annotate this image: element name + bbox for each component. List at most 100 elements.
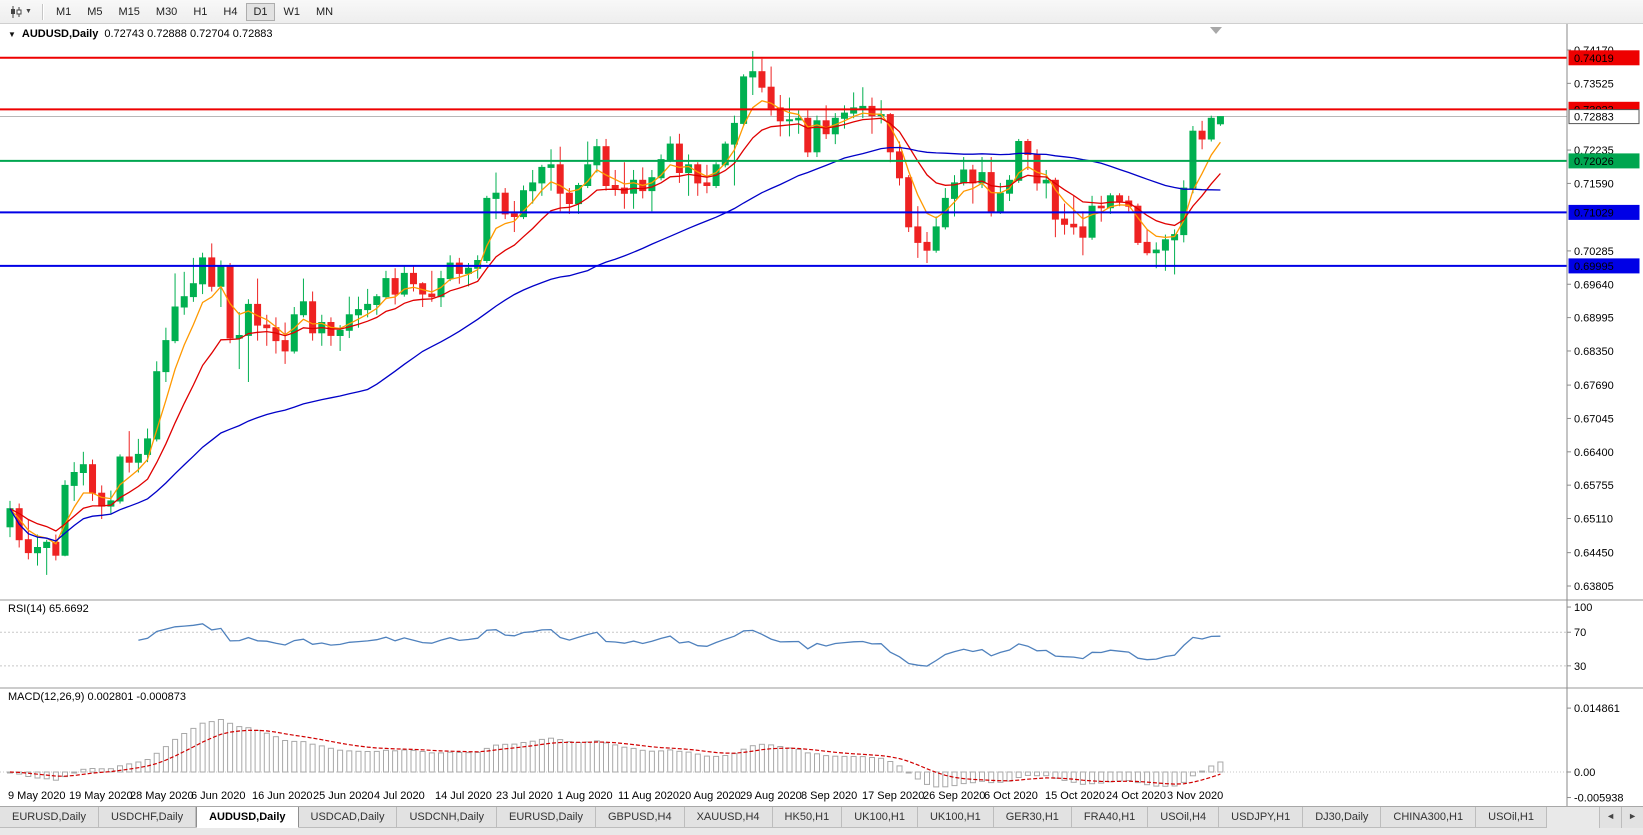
- timeframe-m1-button[interactable]: M1: [49, 3, 78, 21]
- macd-bar: [777, 746, 784, 773]
- bear-candle-body: [1024, 141, 1032, 155]
- tab-usdchf-daily[interactable]: USDCHF,Daily: [98, 807, 197, 828]
- macd-bar: [969, 771, 976, 784]
- time-axis-label: 11 Aug 2020: [618, 790, 679, 802]
- time-axis-label: 6 Oct 2020: [984, 790, 1038, 802]
- bull-candle-body: [34, 547, 42, 554]
- timeframe-w1-button[interactable]: W1: [277, 3, 308, 21]
- timeframe-d1-button[interactable]: D1: [246, 2, 275, 21]
- time-axis-label: 16 Jun 2020: [252, 790, 313, 802]
- collapse-triangle-icon[interactable]: ▼: [8, 29, 16, 39]
- tab-usoil-h4[interactable]: USOil,H4: [1148, 807, 1220, 828]
- tab-usdjpy-h1[interactable]: USDJPY,H1: [1219, 807, 1304, 828]
- tab-scroll-right-button[interactable]: ►: [1621, 807, 1643, 828]
- macd-bar: [318, 745, 325, 773]
- bull-candle-body: [70, 472, 78, 486]
- macd-bar: [960, 771, 967, 785]
- macd-bar: [465, 752, 472, 773]
- tab-usoil-h1[interactable]: USOil,H1: [1476, 807, 1547, 828]
- macd-bar: [584, 741, 591, 773]
- macd-bar: [997, 771, 1004, 783]
- tab-gbpusd-h4[interactable]: GBPUSD,H4: [596, 807, 685, 828]
- macd-bar: [786, 747, 793, 773]
- macd-bar: [1034, 771, 1040, 777]
- chart-region[interactable]: 0.741700.735250.722350.715900.702850.696…: [0, 24, 1643, 806]
- macd-bar: [346, 750, 353, 773]
- bull-candle-body: [171, 306, 179, 342]
- bull-candle-body: [189, 283, 197, 298]
- macd-bar: [768, 744, 775, 773]
- macd-bar: [658, 750, 665, 773]
- timeframe-m5-button[interactable]: M5: [80, 3, 109, 21]
- macd-bar: [447, 751, 454, 773]
- tab-hk50-h1[interactable]: HK50,H1: [772, 807, 843, 828]
- bear-candle-body: [914, 226, 922, 243]
- macd-bar: [1153, 771, 1160, 787]
- timeframe-buttons: M1 M5 M15 M30 H1 H4 D1 W1 MN: [48, 2, 341, 21]
- timeframe-m15-button[interactable]: M15: [112, 3, 147, 21]
- bear-candle-body: [455, 262, 463, 274]
- macd-bar: [832, 755, 839, 773]
- chart-canvas[interactable]: 0.741700.735250.722350.715900.702850.696…: [0, 24, 1643, 806]
- bull-candle-body: [116, 456, 124, 502]
- bull-candle-body: [1152, 249, 1160, 254]
- macd-bar: [327, 747, 334, 773]
- timeframe-h1-button[interactable]: H1: [186, 3, 214, 21]
- tab-fra40-h1[interactable]: FRA40,H1: [1071, 807, 1149, 828]
- tab-uk100-h1[interactable]: UK100,H1: [842, 807, 918, 828]
- macd-bar: [89, 768, 96, 773]
- tab-dj30-daily[interactable]: DJ30,Daily: [1303, 807, 1382, 828]
- price-axis-badge: 0.72026: [1568, 153, 1640, 169]
- macd-bar: [282, 740, 289, 773]
- macd-bar: [483, 747, 490, 773]
- bear-candle-body: [776, 107, 784, 122]
- bear-candle-body: [52, 541, 60, 556]
- tab-usdcnh-daily[interactable]: USDCNH,Daily: [397, 807, 498, 828]
- macd-bar: [172, 738, 179, 773]
- macd-bar: [98, 768, 105, 773]
- tab-eurusd-daily[interactable]: EURUSD,Daily: [0, 807, 99, 828]
- chart-type-button[interactable]: ▼: [4, 2, 37, 22]
- chart-title-symbol: AUDUSD,Daily: [21, 28, 99, 40]
- chart-tabs-bar: EURUSD,Daily USDCHF,Daily AUDUSD,Daily USDC…: [0, 806, 1643, 835]
- bull-candle-body: [740, 76, 748, 124]
- tab-china300-h1[interactable]: CHINA300,H1: [1381, 807, 1477, 828]
- bear-candle-body: [565, 192, 573, 204]
- rsi-pane[interactable]: [0, 600, 1567, 688]
- bear-candle-body: [1061, 218, 1069, 225]
- macd-bar: [493, 744, 499, 773]
- macd-bar: [685, 751, 692, 773]
- macd-bar: [126, 763, 133, 773]
- macd-bar: [1043, 771, 1050, 777]
- macd-bar: [300, 741, 307, 773]
- tab-usdcad-daily[interactable]: USDCAD,Daily: [298, 807, 398, 828]
- macd-bar: [254, 729, 261, 773]
- bear-candle-body: [905, 177, 913, 228]
- bull-candle-body: [43, 541, 51, 548]
- tab-uk100-h1[interactable]: UK100,H1: [917, 807, 994, 828]
- bull-candle-body: [483, 197, 491, 261]
- price-badge-label: 0.71029: [1574, 207, 1614, 219]
- price-axis-label: 0.68995: [1574, 313, 1614, 325]
- chart-shift-marker[interactable]: [1210, 27, 1222, 34]
- tab-scroll-left-button[interactable]: ◄: [1599, 807, 1622, 828]
- macd-bar: [217, 719, 224, 773]
- macd-bar: [1199, 770, 1206, 773]
- macd-bar: [227, 722, 234, 773]
- tab-eurusd-daily[interactable]: EURUSD,Daily: [497, 807, 596, 828]
- tab-audusd-daily[interactable]: AUDUSD,Daily: [196, 807, 299, 828]
- timeframe-h4-button[interactable]: H4: [216, 3, 244, 21]
- macd-bar: [34, 771, 41, 779]
- time-axis-label: 4 Jul 2020: [374, 790, 425, 802]
- macd-bar: [869, 757, 875, 773]
- tab-ger30-h1[interactable]: GER30,H1: [993, 807, 1072, 828]
- macd-pane[interactable]: [0, 688, 1567, 806]
- macd-bar: [603, 742, 609, 773]
- bull-candle-body: [749, 71, 757, 78]
- timeframe-mn-button[interactable]: MN: [309, 3, 340, 21]
- macd-bar: [1052, 771, 1059, 779]
- tab-xauusd-h4[interactable]: XAUUSD,H4: [684, 807, 773, 828]
- macd-bar: [621, 746, 628, 773]
- bull-candle-body: [951, 182, 959, 199]
- timeframe-m30-button[interactable]: M30: [149, 3, 184, 21]
